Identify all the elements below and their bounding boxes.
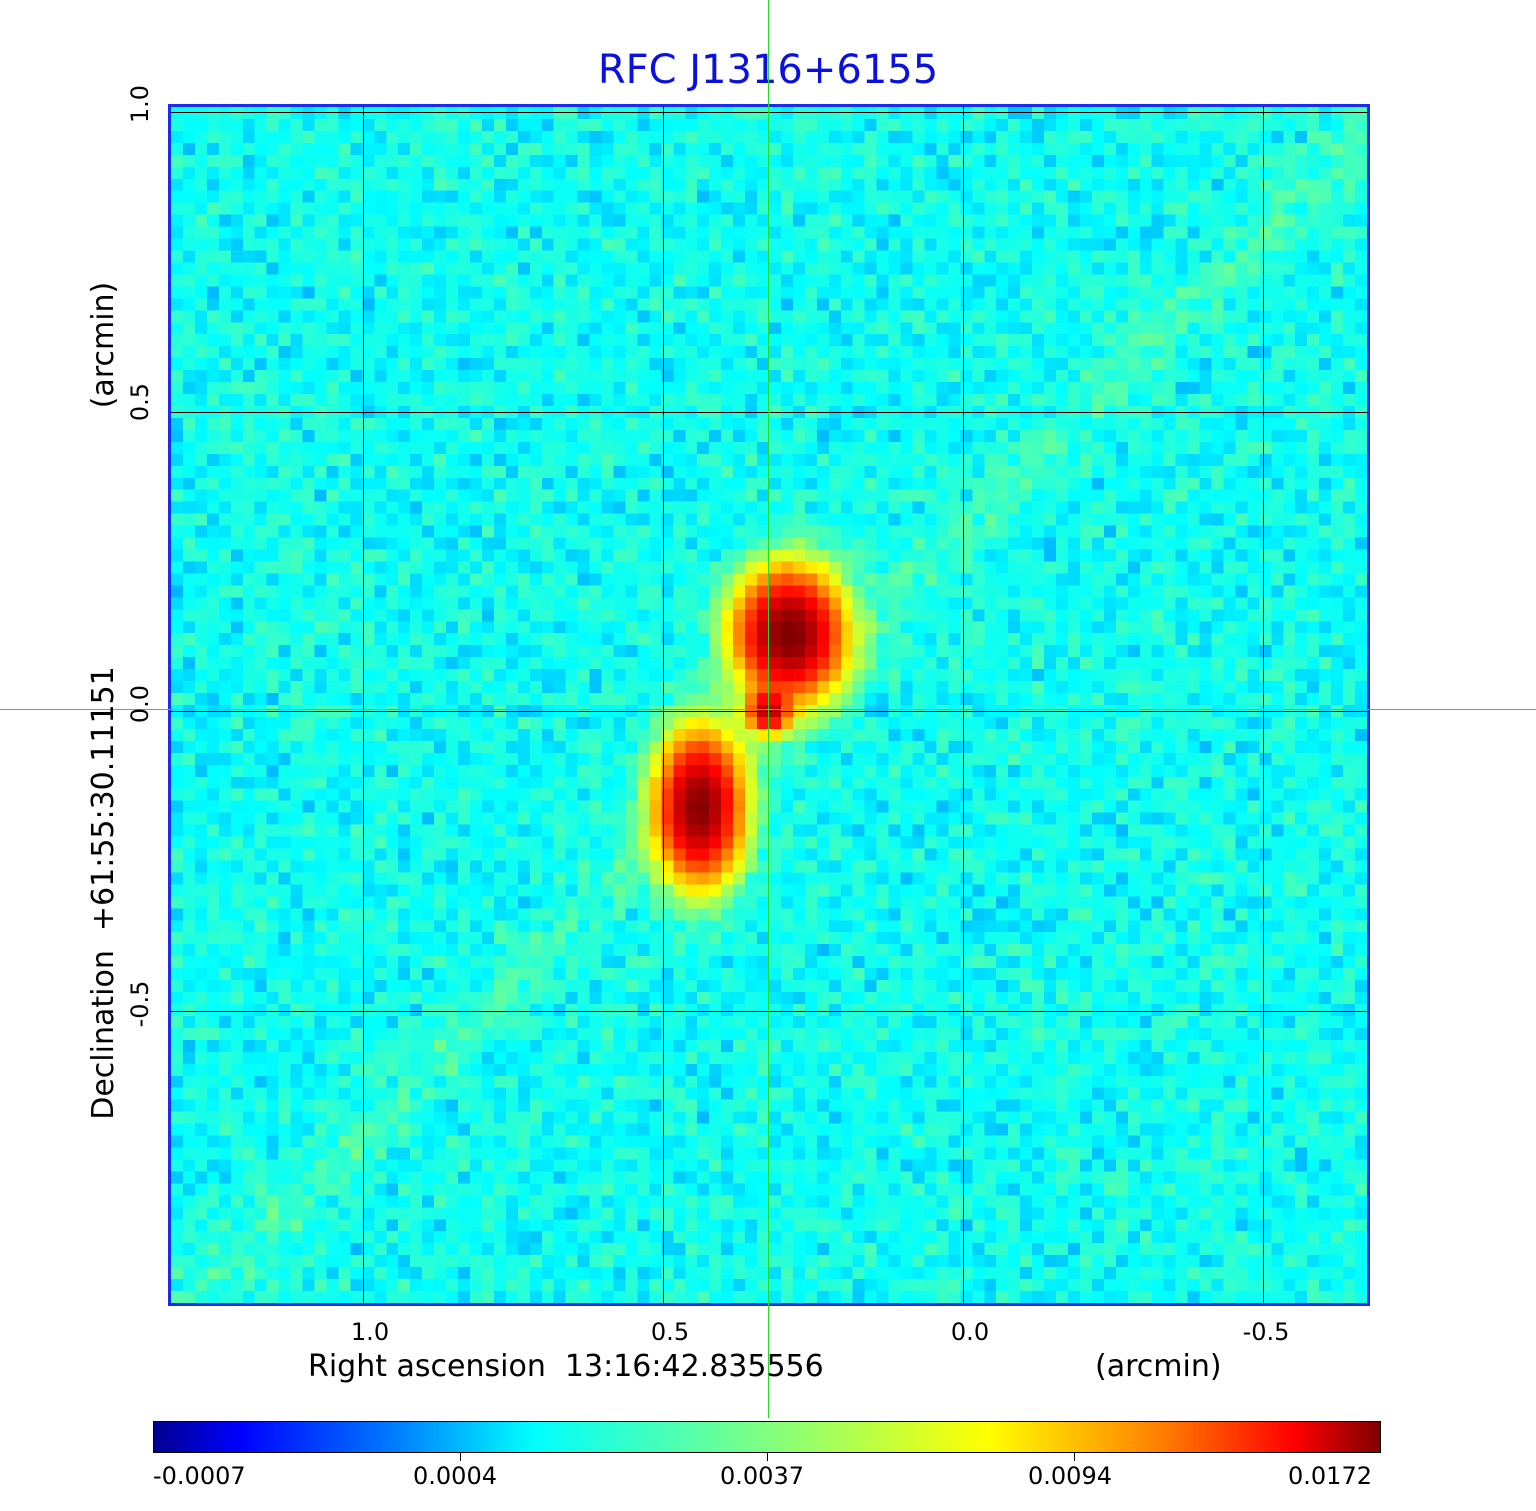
- grid-line-x: [363, 107, 364, 1303]
- colorbar: [153, 1421, 1381, 1453]
- colorbar-tick-label: 0.0004: [413, 1462, 497, 1490]
- colorbar-tick-label: -0.0007: [153, 1462, 246, 1490]
- grid-line-y: [171, 1011, 1367, 1012]
- x-axis-unit: (arcmin): [1095, 1349, 1222, 1384]
- grid-line-y: [171, 711, 1367, 712]
- x-tick-label: 0.5: [650, 1318, 690, 1346]
- x-tick-label: -0.5: [1242, 1318, 1290, 1346]
- x-axis-label: Right ascension 13:16:42.835556: [308, 1349, 824, 1384]
- y-axis-label: Declination +61:55:30.11151: [86, 666, 121, 1120]
- y-tick-label: 0.5: [126, 382, 154, 422]
- colorbar-tick: [767, 1453, 768, 1461]
- colorbar-tick-label: 0.0172: [1288, 1462, 1372, 1490]
- y-tick-label: -0.5: [126, 980, 154, 1028]
- crosshair-horizontal: [0, 709, 1536, 710]
- y-tick-label: 1.0: [126, 84, 154, 124]
- colorbar-tick-label: 0.0037: [720, 1462, 804, 1490]
- grid-line-y: [171, 412, 1367, 413]
- colorbar-tick-label: 0.0094: [1028, 1462, 1112, 1490]
- y-tick-label: 0.0: [126, 684, 154, 724]
- colorbar-tick: [1074, 1453, 1075, 1461]
- heatmap-image[interactable]: [171, 107, 1367, 1303]
- grid-line-x: [663, 107, 664, 1303]
- grid-line-x: [963, 107, 964, 1303]
- grid-line-y: [171, 112, 1367, 113]
- chart-title: RFC J1316+6155: [597, 47, 939, 93]
- x-tick-label: 0.0: [950, 1318, 990, 1346]
- plot-frame: [168, 104, 1370, 1306]
- grid-line-x: [1263, 107, 1264, 1303]
- x-tick-label: 1.0: [350, 1318, 390, 1346]
- colorbar-tick: [460, 1453, 461, 1461]
- y-axis-unit: (arcmin): [86, 281, 121, 409]
